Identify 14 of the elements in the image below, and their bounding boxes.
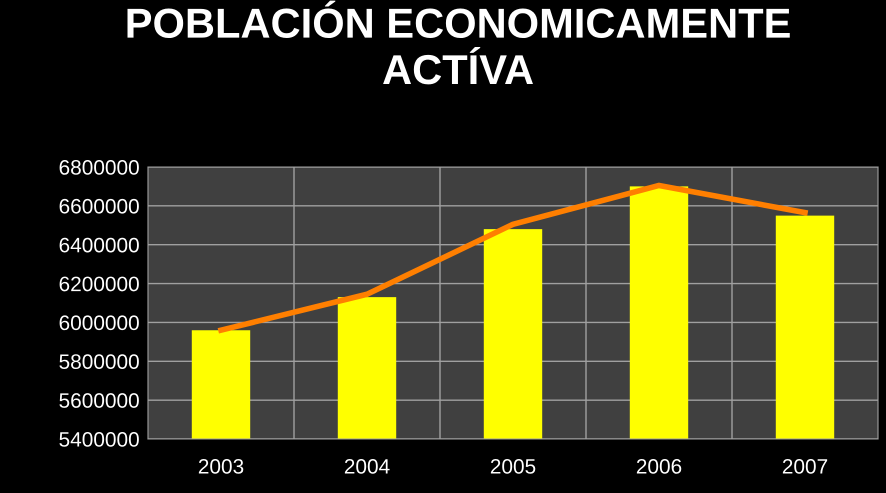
x-tick-label: 2003 (198, 458, 244, 474)
y-tick-label: 6600000 (60, 198, 139, 214)
x-tick-label: 2006 (636, 458, 682, 474)
y-tick-label: 5400000 (59, 432, 139, 447)
y-tick-label: 6400000 (60, 238, 139, 252)
y-tick-label: 6200000 (60, 276, 139, 292)
x-tick-label: 2005 (490, 458, 536, 474)
x-tick-label: 2007 (782, 458, 828, 474)
x-tick-label: 2004 (344, 458, 390, 474)
y-tick-label: 5800000 (59, 354, 139, 370)
chart-title: POBLACIÓN ECONOMICAMENTE ACTÍVA (128, 0, 790, 84)
y-tick-label: 5600000 (59, 393, 139, 408)
y-tick-label: 6000000 (60, 315, 139, 330)
y-tick-label: 6800000 (60, 160, 139, 175)
